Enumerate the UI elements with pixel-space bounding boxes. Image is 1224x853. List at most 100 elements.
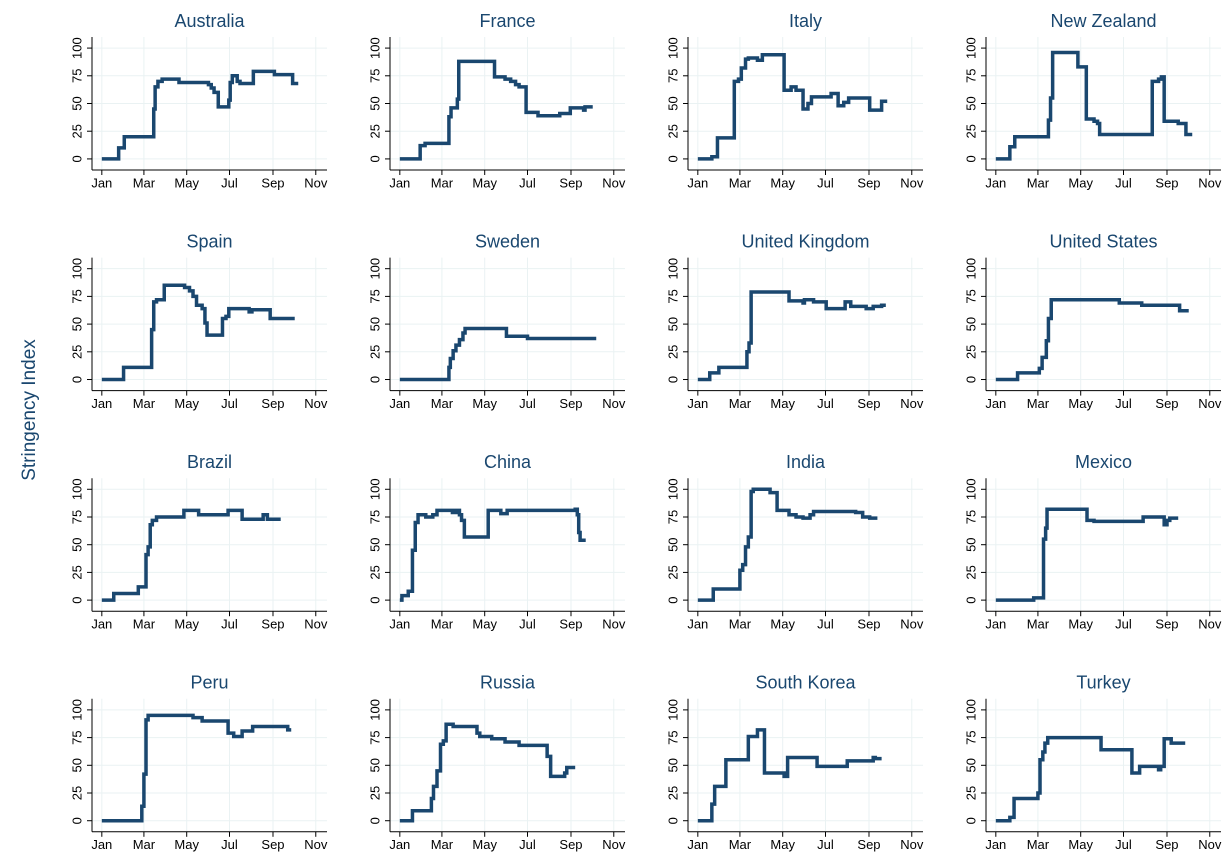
panel-title: Italy [789, 11, 822, 31]
panel-title: New Zealand [1050, 11, 1156, 31]
x-tick-label: May [174, 396, 199, 411]
y-tick-label: 100 [69, 37, 84, 59]
panel-title: Spain [186, 231, 232, 251]
x-tick-label: Nov [1198, 617, 1222, 632]
x-tick-label: Sep [1155, 617, 1178, 632]
x-tick-label: Jul [519, 617, 536, 632]
y-tick-label: 75 [69, 730, 84, 744]
x-tick-label: Jul [221, 396, 238, 411]
y-tick-label: 25 [367, 565, 382, 579]
y-tick-label: 25 [69, 565, 84, 579]
x-tick-label: Sep [261, 396, 284, 411]
y-tick-label: 0 [367, 376, 382, 383]
x-tick-label: Jan [389, 617, 410, 632]
y-tick-label: 25 [367, 124, 382, 138]
panel: Peru 0 25 50 75 100 Jan Mar May Jul Sep Nov [69, 673, 327, 853]
y-tick-label: 25 [963, 345, 978, 359]
panel-title: Mexico [1075, 452, 1132, 472]
y-tick-label: 25 [665, 786, 680, 800]
x-tick-label: Sep [857, 617, 880, 632]
series-line [101, 713, 292, 823]
x-tick-label: May [472, 396, 497, 411]
x-tick-label: Jan [687, 617, 708, 632]
y-tick-label: 100 [665, 258, 680, 280]
x-tick-label: Jul [519, 396, 536, 411]
x-tick-label: Jan [91, 396, 112, 411]
y-tick-label: 25 [69, 345, 84, 359]
x-tick-label: Nov [1198, 175, 1222, 190]
series-line [399, 326, 597, 382]
panel-title: Australia [174, 11, 245, 31]
panel: Australia 0 25 50 75 100 Jan Mar May Jul Sep Nov [69, 11, 327, 191]
y-tick-label: 50 [69, 96, 84, 110]
y-tick-label: 0 [69, 376, 84, 383]
x-tick-label: Mar [431, 617, 454, 632]
y-tick-label: 75 [665, 69, 680, 83]
x-tick-label: Jan [389, 175, 410, 190]
panel-title: South Korea [755, 673, 856, 693]
x-tick-label: Nov [602, 175, 626, 190]
y-tick-label: 25 [665, 124, 680, 138]
panel: Russia 0 25 50 75 100 Jan Mar May Jul Sep Nov [367, 673, 625, 853]
y-tick-label: 25 [963, 124, 978, 138]
x-tick-label: Jan [91, 175, 112, 190]
y-tick-label: 25 [367, 345, 382, 359]
x-tick-label: Jan [91, 617, 112, 632]
x-tick-label: Nov [900, 396, 924, 411]
y-tick-label: 0 [665, 596, 680, 603]
x-tick-label: Sep [559, 175, 582, 190]
x-tick-label: Mar [729, 837, 752, 852]
y-tick-label: 25 [367, 786, 382, 800]
x-tick-label: Jan [687, 175, 708, 190]
x-tick-label: Mar [133, 396, 156, 411]
x-tick-label: Sep [857, 396, 880, 411]
y-tick-label: 25 [69, 786, 84, 800]
y-tick-label: 0 [69, 596, 84, 603]
x-tick-label: May [174, 617, 199, 632]
panel-title: Brazil [187, 452, 232, 472]
y-tick-label: 50 [665, 317, 680, 331]
y-tick-label: 50 [367, 96, 382, 110]
x-tick-label: May [770, 175, 795, 190]
y-tick-label: 100 [665, 478, 680, 500]
x-tick-label: Jan [985, 617, 1006, 632]
y-tick-label: 75 [963, 510, 978, 524]
y-tick-label: 75 [69, 69, 84, 83]
panel-title: Peru [190, 673, 228, 693]
x-tick-label: Jan [687, 837, 708, 852]
y-tick-label: 75 [69, 289, 84, 303]
x-tick-label: Jul [1115, 837, 1132, 852]
panel: New Zealand 0 25 50 75 100 Jan Mar May Jul Sep Nov [963, 11, 1221, 191]
panel: France 0 25 50 75 100 Jan Mar May Jul Sep Nov [367, 11, 625, 191]
y-tick-label: 50 [367, 758, 382, 772]
y-tick-label: 50 [963, 96, 978, 110]
x-tick-label: Mar [1027, 837, 1050, 852]
panel: Sweden 0 25 50 75 100 Jan Mar May Jul Sep Nov [367, 231, 625, 411]
y-tick-label: 50 [963, 537, 978, 551]
panel: China 0 25 50 75 100 Jan Mar May Jul Sep Nov [367, 452, 625, 632]
x-tick-label: Jul [1115, 617, 1132, 632]
panel-title: Sweden [475, 231, 540, 251]
y-tick-label: 75 [665, 730, 680, 744]
panel: Turkey 0 25 50 75 100 Jan Mar May Jul Sep Nov [963, 673, 1221, 853]
y-tick-label: 75 [367, 730, 382, 744]
y-tick-label: 75 [69, 510, 84, 524]
panel: United States 0 25 50 75 100 Jan Mar May Jul Sep No… [963, 231, 1221, 411]
y-tick-label: 100 [963, 258, 978, 280]
y-tick-label: 50 [665, 96, 680, 110]
x-tick-label: Sep [559, 837, 582, 852]
x-tick-label: Jan [985, 837, 1006, 852]
x-tick-label: May [472, 175, 497, 190]
y-tick-label: 75 [665, 510, 680, 524]
x-tick-label: Sep [1155, 837, 1178, 852]
y-tick-label: 0 [963, 376, 978, 383]
panel: Spain 0 25 50 75 100 Jan Mar May Jul Sep Nov [69, 231, 327, 411]
series-line [995, 50, 1193, 161]
x-tick-label: Mar [431, 396, 454, 411]
x-tick-label: May [174, 175, 199, 190]
y-tick-label: 0 [367, 596, 382, 603]
y-tick-label: 50 [963, 758, 978, 772]
x-tick-label: Nov [304, 175, 328, 190]
x-tick-label: May [472, 617, 497, 632]
